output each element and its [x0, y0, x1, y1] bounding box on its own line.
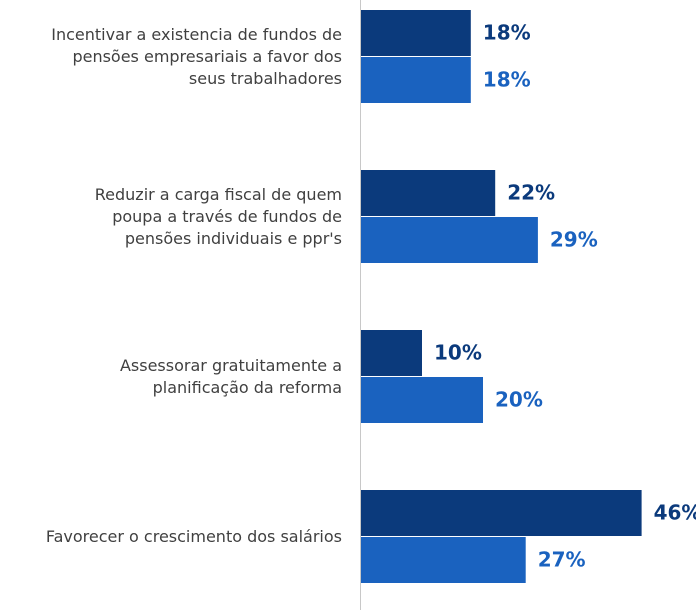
category-label: Favorecer o crescimento dos salários [45, 527, 342, 546]
bar [361, 217, 538, 263]
value-label: 29% [550, 228, 598, 252]
bar [361, 330, 422, 376]
value-label: 18% [483, 21, 531, 45]
value-label: 46% [654, 501, 696, 525]
bar [361, 537, 526, 583]
value-label: 22% [507, 181, 555, 205]
bar [361, 57, 471, 103]
value-label: 18% [483, 68, 531, 92]
value-label: 27% [538, 548, 586, 572]
value-label: 20% [495, 388, 543, 412]
category-label: Incentivar a existencia de fundos de pen… [51, 25, 342, 88]
bar [361, 170, 496, 216]
bar [361, 490, 642, 536]
value-label: 10% [434, 341, 482, 365]
category-label: Assessorar gratuitamente a planificação … [119, 356, 342, 397]
category-label: Reduzir a carga fiscal de quem poupa a t… [94, 185, 342, 248]
bar [361, 10, 471, 56]
bar [361, 377, 483, 423]
